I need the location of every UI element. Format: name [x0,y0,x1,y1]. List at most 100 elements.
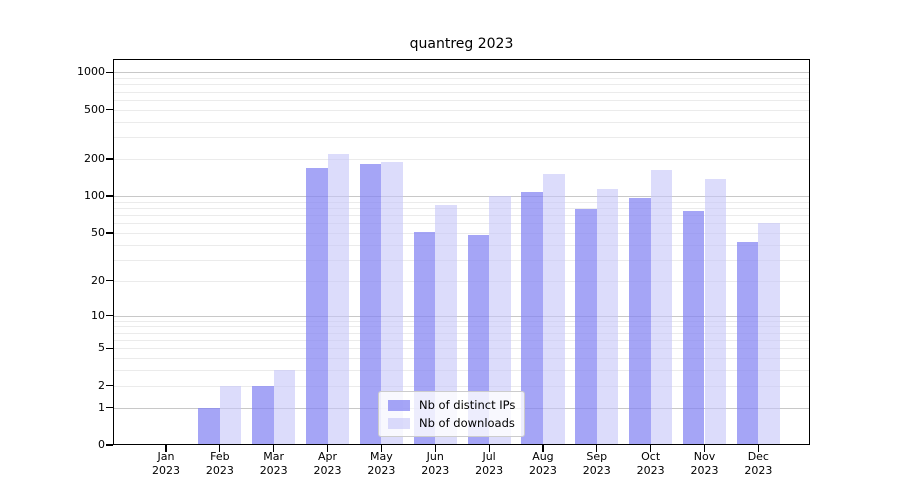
minor-gridline [113,137,810,139]
y-tick-label: 1000 [77,65,105,79]
minor-gridline [113,91,810,93]
legend-item-downloads: Nb of downloads [388,416,515,430]
x-tick-year: 2023 [367,464,396,477]
minor-gridline [113,259,810,261]
minor-gridline [113,358,810,360]
bar-downloads-may [381,161,403,445]
minor-gridline [113,121,810,123]
plot-area: Nb of distinct IPs Nb of downloads [113,59,810,445]
x-tick-year: 2023 [313,464,342,477]
x-tick-month: Jun [426,450,444,463]
bar-downloads-mar [273,370,296,445]
x-tick-year: 2023 [528,464,557,477]
x-tick-label: Nov 2023 [673,450,737,478]
bar-downloads-jun [435,204,457,445]
y-tick-label: 1 [98,400,105,414]
bar-downloads-dec [758,223,780,445]
x-tick-mark [273,445,275,452]
x-tick-label: Jun 2023 [403,450,467,478]
x-tick-mark [703,445,706,452]
y-tick-mark [106,407,113,409]
x-tick-month: Sep [586,450,608,463]
major-gridline [113,315,810,317]
y-tick-mark [106,385,113,387]
y-tick-mark [106,158,113,160]
y-tick-mark [106,232,113,234]
x-tick-label: Dec 2023 [726,450,790,478]
minor-gridline [113,244,810,246]
bar-downloads-aug [542,173,565,445]
x-tick-month: Apr [318,450,338,463]
minor-gridline [113,109,810,111]
legend: Nb of distinct IPs Nb of downloads [378,391,526,437]
y-tick-mark [106,71,113,73]
x-tick-label: Feb 2023 [188,450,252,478]
minor-gridline [113,215,810,217]
y-tick-label: 200 [84,151,105,165]
bar-ips-dec [736,242,759,445]
minor-gridline [113,385,810,387]
x-tick-year: 2023 [744,464,773,477]
x-tick-month: Feb [210,450,230,463]
major-gridline [113,72,810,74]
x-tick-year: 2023 [152,464,180,477]
y-tick-mark [106,444,113,446]
y-tick-label: 0 [98,438,105,451]
bar-downloads-oct [650,169,673,445]
y-tick-mark [106,195,113,197]
minor-gridline [113,280,810,282]
minor-gridline [113,320,810,322]
bar-downloads-feb [219,385,242,445]
legend-label-downloads: Nb of downloads [419,416,515,430]
y-tick-label: 10 [91,308,105,322]
x-tick-year: 2023 [636,464,665,477]
x-tick-label: Mar 2023 [242,450,306,478]
x-tick-month: Nov [693,450,716,463]
x-tick-year: 2023 [690,464,719,477]
y-tick-mark [106,109,113,111]
x-tick-label: Jan 2023 [134,450,198,478]
minor-gridline [113,340,810,342]
minor-gridline [113,99,810,101]
bar-ips-apr [305,167,328,445]
x-tick-label: Oct 2023 [619,450,683,478]
minor-gridline [113,348,810,350]
x-tick-month: Dec [747,450,769,463]
bar-downloads-nov [704,178,727,445]
y-tick-mark [106,347,113,349]
bar-downloads-apr [327,153,350,445]
y-tick-label: 500 [84,102,105,116]
x-tick-year: 2023 [475,464,504,477]
x-tick-label: May 2023 [349,450,413,478]
bar-ips-oct [629,198,651,445]
x-tick-mark [757,445,759,452]
minor-gridline [113,332,810,334]
x-tick-year: 2023 [421,464,450,477]
minor-gridline [113,326,810,328]
bar-ips-feb [198,407,220,445]
y-tick-label: 5 [98,341,105,355]
x-tick-mark [219,445,221,452]
minor-gridline [113,232,810,234]
bar-ips-mar [252,385,274,445]
x-tick-month: May [370,450,393,463]
legend-label-ips: Nb of distinct IPs [419,398,516,412]
bar-ips-may [359,164,382,445]
bar-ips-aug [521,192,543,445]
x-tick-month: Jan [157,450,175,463]
x-tick-mark [165,445,167,452]
legend-item-ips: Nb of distinct IPs [388,398,515,412]
minor-gridline [113,370,810,372]
legend-swatch-downloads-icon [388,417,410,429]
x-tick-mark [650,445,652,452]
x-tick-month: Aug [532,450,554,463]
x-tick-label: Jul 2023 [457,450,521,478]
legend-swatch-ips-icon [388,399,410,411]
x-tick-mark [434,445,436,452]
bar-downloads-jul [489,196,511,445]
x-tick-year: 2023 [205,464,234,477]
bar-ips-nov [682,211,705,445]
x-tick-mark [380,445,382,452]
minor-gridline [113,78,810,80]
